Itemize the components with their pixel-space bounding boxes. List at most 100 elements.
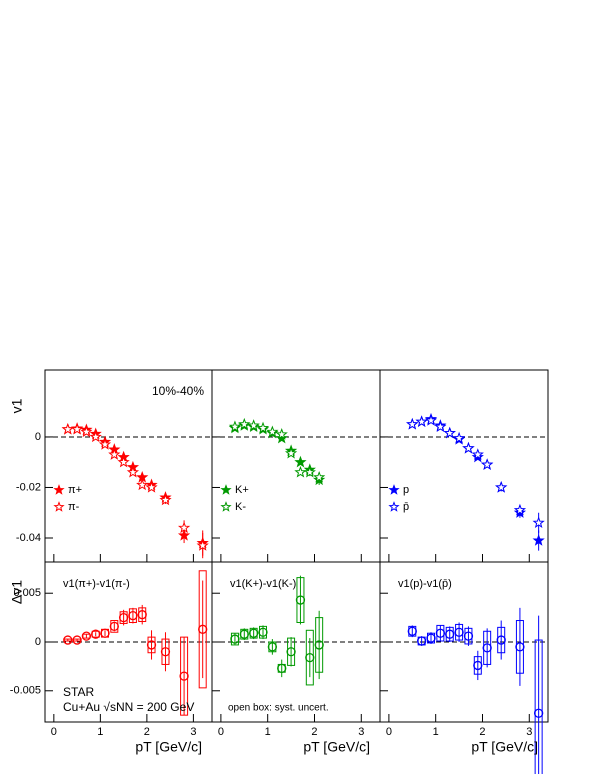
marker bbox=[443, 426, 456, 439]
panel: -0.04 -0.02 0 π+ π- 10%-40% v1 bbox=[9, 369, 213, 563]
x-tick-label: 3 bbox=[190, 726, 196, 738]
panel: 0 1 2 3 v1(p)-v1(p̄) pT [GeV/c] bbox=[379, 561, 549, 774]
legend-marker bbox=[220, 501, 232, 512]
marker bbox=[434, 420, 447, 433]
marker bbox=[137, 610, 147, 620]
panel: 0 1 2 3 v1(K+)-v1(K-) open box: syst. uncert.… bbox=[211, 561, 381, 755]
marker bbox=[145, 481, 158, 493]
marker bbox=[533, 708, 544, 718]
legend-marker bbox=[388, 501, 400, 512]
legend-label: p̄ bbox=[403, 501, 409, 513]
marker bbox=[277, 663, 287, 673]
x-axis-title: pT [GeV/c] bbox=[471, 739, 538, 755]
annotation: open box: syst. uncert. bbox=[228, 703, 329, 714]
x-axis-title: pT [GeV/c] bbox=[135, 739, 202, 755]
marker bbox=[196, 539, 209, 551]
x-tick-label: 0 bbox=[386, 726, 392, 738]
legend-label: p bbox=[403, 484, 409, 496]
x-axis-title: pT [GeV/c] bbox=[303, 739, 370, 755]
x-tick-label: 3 bbox=[526, 726, 532, 738]
y-tick-label: -0.02 bbox=[16, 481, 41, 493]
y-tick-label: 0.005 bbox=[13, 587, 41, 599]
marker bbox=[294, 455, 307, 468]
y-axis-title: v1 bbox=[9, 398, 25, 413]
x-tick-label: 1 bbox=[433, 726, 439, 738]
marker bbox=[496, 635, 506, 645]
marker bbox=[294, 465, 307, 478]
marker bbox=[313, 470, 326, 483]
panel: K+ K- bbox=[211, 369, 381, 563]
marker bbox=[126, 465, 140, 478]
marker bbox=[100, 628, 110, 638]
y-tick-label: -0.005 bbox=[10, 685, 41, 697]
y-tick-label: 0 bbox=[35, 636, 41, 648]
marker bbox=[248, 628, 259, 638]
marker bbox=[462, 441, 475, 454]
panel-label: v1(K+)-v1(K-) bbox=[230, 578, 296, 590]
marker bbox=[463, 631, 474, 641]
marker bbox=[495, 481, 508, 493]
y-tick-label: -0.04 bbox=[16, 532, 41, 544]
marker bbox=[275, 431, 288, 444]
x-tick-label: 2 bbox=[144, 726, 150, 738]
panel-frame bbox=[379, 369, 549, 563]
marker bbox=[146, 640, 157, 650]
marker bbox=[295, 595, 306, 605]
marker bbox=[238, 417, 251, 430]
x-tick-label: 1 bbox=[97, 726, 103, 738]
marker bbox=[63, 635, 73, 645]
x-tick-label: 2 bbox=[479, 726, 485, 738]
marker bbox=[416, 636, 427, 646]
marker bbox=[473, 660, 483, 671]
marker bbox=[228, 420, 242, 433]
x-tick-label: 1 bbox=[265, 726, 271, 738]
marker bbox=[406, 417, 419, 430]
y-axis-title: Δv1 bbox=[9, 580, 25, 604]
annotation: Cu+Au √sNN = 200 GeV bbox=[63, 700, 194, 714]
marker bbox=[70, 422, 84, 435]
panel: p p̄ bbox=[379, 369, 549, 563]
marker bbox=[179, 671, 189, 681]
panel-frame bbox=[211, 369, 381, 563]
marker bbox=[160, 647, 171, 657]
marker bbox=[81, 631, 92, 641]
marker bbox=[198, 624, 208, 634]
legend-label: π+ bbox=[68, 484, 82, 496]
marker bbox=[424, 414, 438, 426]
panel-label: v1(p)-v1(p̄) bbox=[398, 578, 452, 590]
marker bbox=[159, 493, 172, 506]
marker bbox=[267, 642, 278, 652]
x-tick-label: 0 bbox=[51, 726, 57, 738]
legend-marker bbox=[53, 501, 65, 512]
marker bbox=[128, 611, 138, 621]
marker bbox=[435, 628, 446, 638]
legend-marker bbox=[220, 484, 232, 495]
marker bbox=[415, 415, 428, 427]
legend-marker bbox=[388, 484, 400, 495]
marker bbox=[230, 634, 240, 644]
annotation: STAR bbox=[63, 685, 94, 699]
marker bbox=[445, 629, 455, 639]
marker bbox=[286, 647, 296, 657]
marker bbox=[247, 419, 260, 431]
marker bbox=[513, 503, 527, 516]
marker bbox=[72, 635, 82, 645]
marker bbox=[426, 633, 436, 643]
legend-label: K- bbox=[235, 501, 246, 513]
marker bbox=[532, 516, 545, 529]
marker bbox=[256, 421, 270, 434]
marker bbox=[91, 629, 101, 639]
marker bbox=[177, 521, 191, 534]
marker bbox=[532, 534, 545, 546]
y-tick-label: 0 bbox=[35, 431, 41, 443]
marker bbox=[266, 425, 279, 438]
marker bbox=[136, 478, 149, 491]
marker bbox=[275, 427, 288, 440]
marker bbox=[303, 465, 316, 478]
marker bbox=[407, 626, 417, 636]
marker bbox=[80, 425, 93, 438]
marker bbox=[61, 422, 74, 435]
legend-label: π- bbox=[68, 501, 80, 513]
marker bbox=[482, 643, 492, 653]
